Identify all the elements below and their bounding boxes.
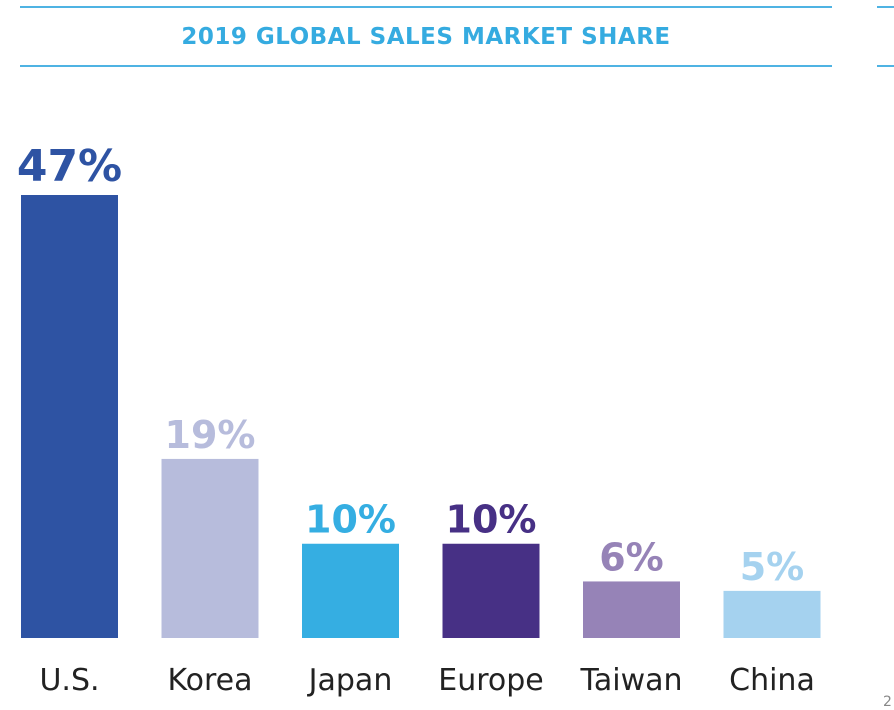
category-label-china: China (729, 663, 815, 698)
value-label-japan: 10% (305, 498, 396, 542)
bar-europe (442, 543, 540, 638)
bar-taiwan (583, 581, 680, 638)
category-label-korea: Korea (167, 663, 252, 698)
category-label-europe: Europe (438, 663, 544, 698)
bars (21, 195, 821, 638)
category-label-u-s: U.S. (39, 663, 99, 698)
value-label-u-s: 47% (17, 141, 122, 192)
category-label-taiwan: Taiwan (579, 663, 682, 698)
value-label-taiwan: 6% (599, 535, 664, 579)
category-labels: U.S. Korea Japan Europe Taiwan China (39, 663, 814, 698)
value-labels: 47% 19% 10% 10% 6% 5% (17, 141, 804, 589)
page-number-fragment: 2 (883, 694, 892, 710)
bar-u-s (21, 195, 118, 638)
chart-title: 2019 GLOBAL SALES MARKET SHARE (181, 24, 671, 50)
bar-japan (302, 543, 399, 638)
title-bottom-rule (20, 65, 832, 67)
value-label-korea: 19% (165, 413, 256, 457)
value-label-china: 5% (740, 545, 805, 589)
adjacent-panel-rule-bottom (877, 65, 894, 67)
adjacent-panel-rule-top (877, 6, 894, 8)
category-label-japan: Japan (307, 663, 393, 698)
bar-korea (161, 458, 259, 638)
value-label-europe: 10% (446, 498, 537, 542)
bar-china (723, 590, 821, 638)
title-top-rule (20, 6, 832, 8)
